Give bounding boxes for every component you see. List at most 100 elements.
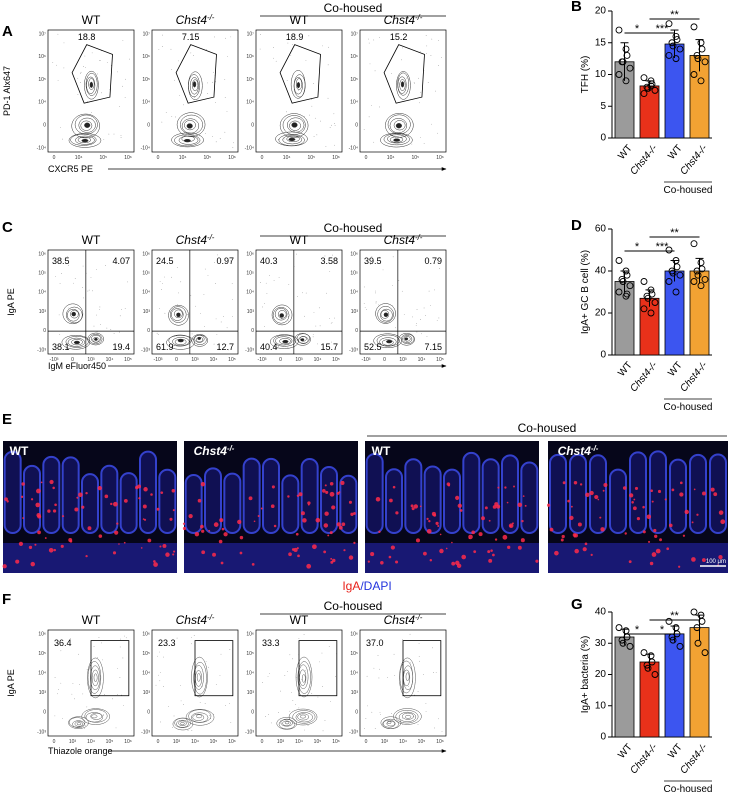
- contour: [294, 333, 311, 346]
- event-dot: [91, 52, 93, 54]
- iga-signal: [30, 498, 34, 501]
- event-dot: [375, 290, 376, 292]
- iga-signal: [426, 517, 429, 521]
- contour: [383, 133, 410, 146]
- event-dot: [169, 257, 171, 259]
- micrograph: [546, 441, 728, 573]
- data-point: [647, 77, 655, 85]
- flow-plot: [47, 29, 135, 153]
- iga-signal: [353, 541, 356, 545]
- villus: [669, 458, 687, 535]
- iga-signal: [208, 529, 211, 532]
- flow-y-tick: 10⁴: [350, 290, 358, 296]
- contour: [297, 713, 310, 721]
- contour: [72, 720, 85, 729]
- iga-signal: [188, 514, 193, 519]
- data-point: [618, 636, 626, 644]
- event-dot: [80, 72, 81, 74]
- iga-signal: [664, 498, 667, 501]
- event-dot: [427, 82, 429, 83]
- data-point: [643, 83, 651, 91]
- flow-y-tick: 0: [147, 328, 150, 334]
- event-dot: [332, 254, 333, 256]
- gene: Chst4: [176, 613, 208, 627]
- iga-signal: [323, 550, 327, 554]
- data-point: [622, 627, 630, 635]
- event-dot: [366, 675, 368, 677]
- event-dot: [209, 714, 210, 716]
- event-dot: [379, 668, 380, 670]
- data-point: [640, 649, 648, 657]
- event-dot: [178, 60, 179, 62]
- event-dot: [426, 53, 427, 54]
- iga-signal: [648, 540, 651, 543]
- flow-x-tick: 10⁶: [436, 739, 444, 745]
- contour: [81, 138, 89, 143]
- flow-y-tick: -10⁴: [245, 145, 254, 151]
- event-dot: [204, 268, 206, 270]
- event-dot: [119, 315, 121, 317]
- contour: [271, 304, 293, 326]
- iga-signal: [517, 502, 523, 508]
- superscript: -/-: [415, 13, 423, 22]
- event-dot: [83, 66, 84, 67]
- villus: [223, 472, 242, 534]
- data-point: [665, 278, 673, 285]
- event-dot: [377, 655, 379, 656]
- iga-signal: [81, 505, 85, 509]
- iga-signal: [296, 547, 299, 550]
- event-dot: [215, 683, 217, 685]
- flow-x-tick: 10⁴: [87, 739, 95, 745]
- flow-title: Chst4-/-: [176, 233, 215, 248]
- event-dot: [82, 693, 84, 695]
- event-dot: [127, 281, 128, 283]
- contour: [75, 135, 95, 145]
- event-dot: [191, 333, 193, 335]
- event-dot: [82, 287, 83, 288]
- flow-y-tick: 10⁵: [38, 651, 46, 657]
- iga-signal: [395, 560, 399, 564]
- contour: [172, 717, 194, 731]
- villus: [158, 468, 177, 534]
- event-dot: [363, 286, 365, 288]
- event-dot: [413, 716, 415, 718]
- event-dot: [87, 101, 88, 102]
- event-dot: [305, 60, 307, 61]
- flow-y-tick: -10³: [349, 347, 358, 353]
- event-dot: [215, 318, 217, 320]
- event-dot: [177, 303, 178, 305]
- x-tick-label: Chst4-/-: [628, 741, 660, 776]
- flow-y-tick: 10³: [351, 309, 359, 315]
- event-dot: [426, 335, 428, 337]
- event-dot: [172, 727, 173, 729]
- iga-signal: [201, 529, 205, 533]
- flow-y-tick: 10⁴: [246, 671, 254, 677]
- iga-signal: [200, 481, 206, 487]
- data-point: [619, 639, 627, 647]
- contour: [196, 714, 203, 719]
- data-point: [690, 278, 698, 285]
- contour: [288, 137, 296, 142]
- event-dot: [312, 334, 314, 336]
- flow-title: Chst4-/-: [384, 613, 423, 628]
- flow-frame: [47, 249, 135, 355]
- contour: [299, 669, 307, 686]
- event-dot: [78, 653, 79, 655]
- contour: [405, 672, 410, 681]
- contour: [282, 135, 303, 145]
- iga-signal: [239, 551, 243, 555]
- event-dot: [160, 721, 162, 723]
- villus: [204, 467, 222, 534]
- flow-y-tick: 10⁴: [350, 100, 358, 106]
- event-dot: [418, 656, 420, 657]
- event-dot: [305, 670, 307, 672]
- flow-x-tick: -10³: [258, 357, 267, 363]
- iga-signal: [622, 486, 627, 490]
- event-dot: [180, 281, 182, 283]
- iga-signal: [642, 530, 646, 534]
- iga-signal: [455, 560, 460, 566]
- event-dot: [368, 42, 370, 44]
- iga-signal: [329, 491, 335, 497]
- iga-signal: [35, 502, 41, 508]
- flow-x-tick: -10³: [50, 357, 59, 363]
